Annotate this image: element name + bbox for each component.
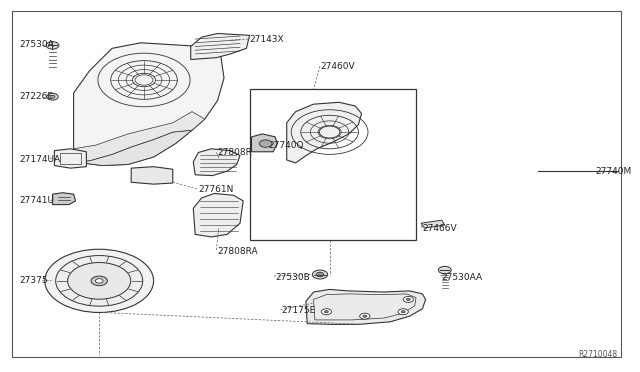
Polygon shape: [74, 112, 205, 162]
Text: 27226E: 27226E: [19, 92, 53, 101]
Text: 27466V: 27466V: [422, 224, 457, 233]
Text: 27175E: 27175E: [282, 306, 316, 315]
Text: R2710048: R2710048: [579, 350, 618, 359]
Circle shape: [47, 93, 58, 100]
Circle shape: [91, 276, 108, 286]
Circle shape: [312, 270, 328, 279]
Text: 27460V: 27460V: [320, 62, 355, 71]
Circle shape: [45, 249, 154, 312]
Text: 27740M: 27740M: [595, 167, 632, 176]
Text: 27740Q: 27740Q: [269, 141, 304, 150]
Text: 27761N: 27761N: [198, 185, 234, 194]
Bar: [60, 153, 81, 164]
Text: 27143X: 27143X: [250, 35, 284, 44]
Text: 27808R: 27808R: [218, 148, 252, 157]
Circle shape: [363, 315, 367, 317]
Circle shape: [406, 298, 410, 301]
Polygon shape: [193, 193, 243, 237]
Text: 27174UA: 27174UA: [19, 155, 60, 164]
Circle shape: [95, 279, 103, 283]
Polygon shape: [306, 289, 426, 324]
Polygon shape: [52, 193, 76, 205]
Text: 27375: 27375: [19, 276, 48, 285]
Polygon shape: [287, 102, 362, 163]
Circle shape: [56, 256, 143, 306]
Bar: [250, 89, 416, 240]
Text: 27530AA: 27530AA: [442, 273, 483, 282]
Circle shape: [324, 311, 328, 313]
Text: 27530B: 27530B: [275, 273, 310, 282]
Circle shape: [403, 296, 413, 302]
Polygon shape: [191, 33, 250, 60]
Circle shape: [438, 266, 451, 274]
Circle shape: [398, 309, 408, 315]
Circle shape: [316, 272, 324, 277]
Circle shape: [46, 42, 59, 49]
Text: 27741U: 27741U: [19, 196, 54, 205]
Text: 27530A: 27530A: [19, 40, 54, 49]
Polygon shape: [193, 149, 240, 176]
Polygon shape: [74, 43, 224, 166]
Circle shape: [401, 311, 405, 313]
Polygon shape: [421, 220, 445, 228]
Circle shape: [321, 309, 332, 315]
Polygon shape: [74, 130, 192, 166]
Circle shape: [50, 95, 55, 98]
Text: 27808RA: 27808RA: [218, 247, 258, 256]
Polygon shape: [252, 134, 277, 152]
Polygon shape: [131, 167, 173, 184]
Circle shape: [68, 263, 131, 299]
Circle shape: [259, 140, 272, 147]
Circle shape: [360, 313, 370, 319]
Polygon shape: [54, 149, 86, 168]
